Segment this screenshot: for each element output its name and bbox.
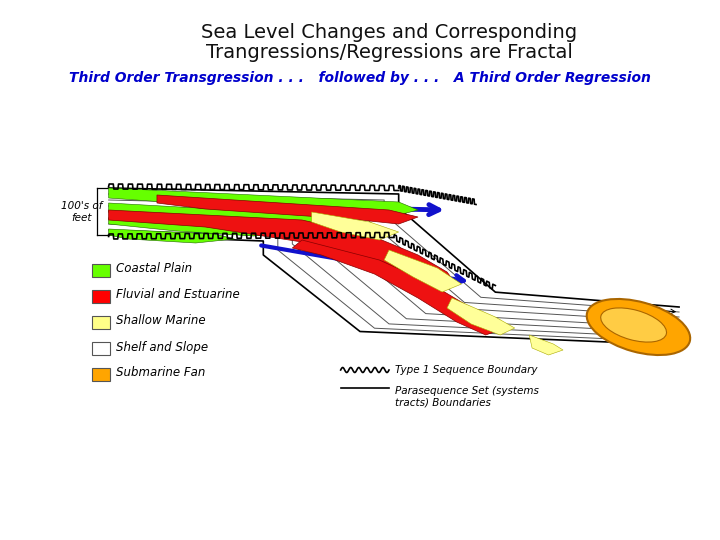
Text: Shallow Marine: Shallow Marine [117, 314, 206, 327]
FancyBboxPatch shape [92, 289, 109, 302]
FancyBboxPatch shape [92, 368, 109, 381]
Polygon shape [529, 335, 563, 355]
Polygon shape [384, 250, 462, 292]
Text: Type 1 Sequence Boundary: Type 1 Sequence Boundary [395, 365, 537, 375]
Text: Sea Level Changes and Corresponding: Sea Level Changes and Corresponding [201, 24, 577, 43]
FancyBboxPatch shape [92, 315, 109, 328]
Polygon shape [109, 218, 292, 236]
Polygon shape [109, 188, 418, 215]
Ellipse shape [600, 308, 667, 342]
Text: 100's of
feet: 100's of feet [61, 201, 102, 223]
Text: Parasequence Set (systems
tracts) Boundaries: Parasequence Set (systems tracts) Bounda… [395, 386, 539, 408]
Text: Fluvial and Estuarine: Fluvial and Estuarine [117, 288, 240, 301]
FancyBboxPatch shape [92, 341, 109, 354]
FancyBboxPatch shape [92, 264, 109, 276]
Text: Shelf and Slope: Shelf and Slope [117, 341, 209, 354]
Text: Submarine Fan: Submarine Fan [117, 367, 206, 380]
Text: Third Order Transgression . . .   followed by . . .   A Third Order Regression: Third Order Transgression . . . followed… [69, 71, 651, 85]
Polygon shape [109, 203, 351, 226]
Ellipse shape [587, 299, 690, 355]
Polygon shape [109, 210, 456, 292]
Polygon shape [292, 240, 505, 335]
Polygon shape [447, 298, 515, 335]
Polygon shape [312, 212, 399, 240]
Polygon shape [157, 195, 418, 224]
Text: Trangressions/Regressions are Fractal: Trangressions/Regressions are Fractal [206, 44, 572, 63]
Text: Coastal Plain: Coastal Plain [117, 262, 192, 275]
Polygon shape [109, 229, 234, 243]
